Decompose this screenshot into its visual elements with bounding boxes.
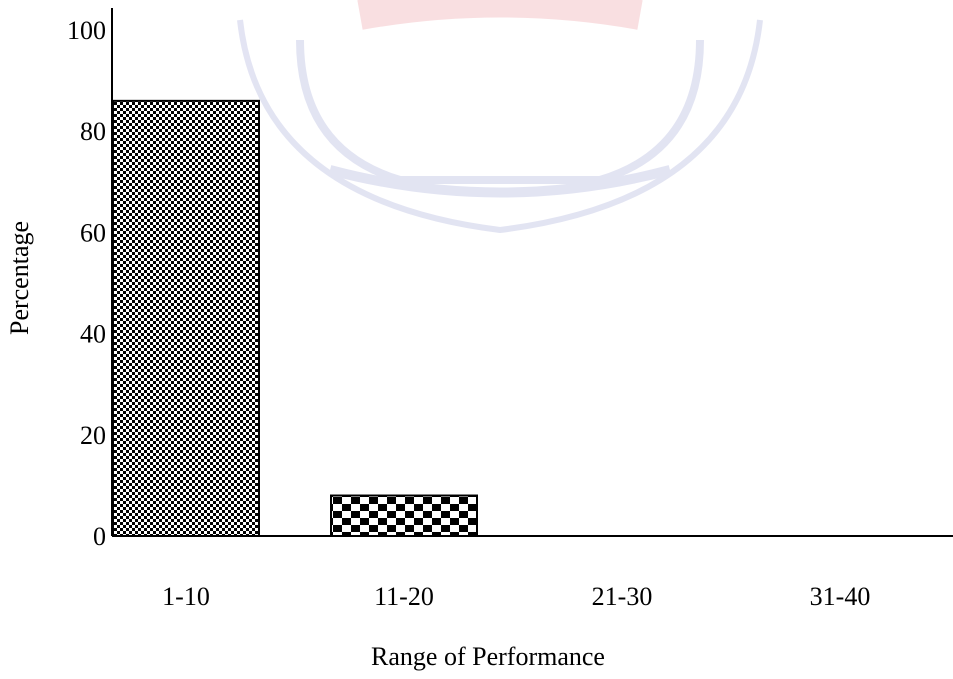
y-tick-label: 60 xyxy=(80,218,106,247)
x-tick-label: 21-30 xyxy=(592,582,653,611)
y-axis-title: Percentage xyxy=(5,221,34,335)
x-tick-label: 11-20 xyxy=(374,582,434,611)
y-tick-label: 20 xyxy=(80,421,106,450)
y-tick-label: 100 xyxy=(67,16,106,45)
y-tick-label: 40 xyxy=(80,320,106,349)
x-tick-label: 31-40 xyxy=(810,582,871,611)
y-tick-label: 0 xyxy=(93,522,106,551)
bar-11-20 xyxy=(330,494,478,537)
seal-watermark xyxy=(237,0,763,234)
y-tick-label: 80 xyxy=(80,117,106,146)
bars xyxy=(112,99,478,537)
x-axis-ticks: 1-10 11-20 21-30 31-40 xyxy=(162,582,870,611)
y-axis-ticks: 0 20 40 60 80 100 xyxy=(67,16,106,551)
bar-1-10 xyxy=(112,99,260,537)
x-axis-title: Range of Performance xyxy=(371,642,605,671)
x-tick-label: 1-10 xyxy=(162,582,210,611)
